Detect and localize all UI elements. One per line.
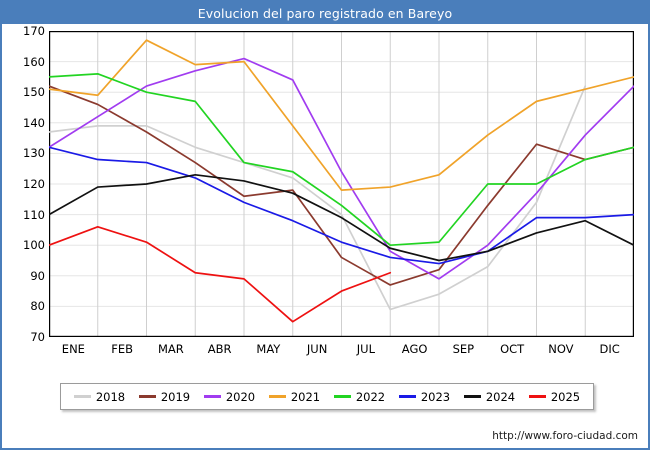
y-axis-tick-label: 140 xyxy=(23,115,45,130)
legend-swatch-icon xyxy=(398,395,416,398)
legend-label: 2023 xyxy=(420,389,451,404)
x-axis-tick-label: AGO xyxy=(401,342,428,356)
legend-item-2022[interactable]: 2022 xyxy=(333,389,386,404)
legend-label: 2020 xyxy=(225,389,256,404)
plot-frame xyxy=(49,31,634,337)
series-line-2024 xyxy=(49,173,634,262)
legend-swatch-icon xyxy=(528,395,546,398)
legend-swatch-icon xyxy=(73,395,91,398)
x-axis-tick-label: DIC xyxy=(599,342,620,356)
y-axis-tick-labels: 70 80 90 100 110 120 130 140 150 160 170 xyxy=(2,2,45,452)
legend-swatch-icon xyxy=(203,395,221,398)
x-axis-tick-label: ABR xyxy=(207,342,232,356)
x-axis-tick-labels: ENE FEB MAR ABR MAY JUN JUL AGO SEP OCT NOV DIC xyxy=(49,342,634,358)
series-lines xyxy=(49,39,634,323)
legend-label: 2019 xyxy=(160,389,191,404)
legend-swatch-icon xyxy=(333,395,351,398)
y-axis-tick-label: 90 xyxy=(30,268,45,283)
y-axis-tick-label: 150 xyxy=(23,85,45,100)
x-axis-tick-label: OCT xyxy=(500,342,525,356)
legend-item-2019[interactable]: 2019 xyxy=(138,389,191,404)
x-axis-tick-label: SEP xyxy=(452,342,475,356)
plot-svg xyxy=(49,31,634,337)
series-line-2020 xyxy=(49,57,634,280)
legend-item-2018[interactable]: 2018 xyxy=(73,389,126,404)
x-axis-tick-label: MAY xyxy=(256,342,281,356)
legend-label: 2018 xyxy=(95,389,126,404)
y-axis-tick-label: 100 xyxy=(23,238,45,253)
legend-swatch-icon xyxy=(138,395,156,398)
legend-label: 2021 xyxy=(290,389,321,404)
y-axis-tick-label: 170 xyxy=(23,24,45,38)
chart-title-bar: Evolucion del paro registrado en Bareyo xyxy=(2,2,648,24)
y-axis-tick-label: 160 xyxy=(23,54,45,69)
y-axis-tick-label: 130 xyxy=(23,146,45,161)
legend-label: 2022 xyxy=(355,389,386,404)
x-axis-tick-label: ENE xyxy=(61,342,85,356)
y-axis-tick-label: 80 xyxy=(30,299,45,314)
series-line-2018 xyxy=(49,85,587,311)
source-url: http://www.foro-ciudad.com xyxy=(492,430,638,442)
plot-area xyxy=(49,31,634,337)
legend-item-2025[interactable]: 2025 xyxy=(528,389,581,404)
legend-label: 2025 xyxy=(550,389,581,404)
series-line-2022 xyxy=(49,72,634,247)
legend-item-2024[interactable]: 2024 xyxy=(463,389,516,404)
series-line-2019 xyxy=(49,85,634,286)
page-title: Evolucion del paro registrado en Bareyo xyxy=(197,5,453,21)
x-axis-tick-label: JUL xyxy=(356,342,375,356)
x-axis-tick-label: FEB xyxy=(111,342,134,356)
x-axis-tick-label: JUN xyxy=(306,342,328,356)
legend-item-2021[interactable]: 2021 xyxy=(268,389,321,404)
y-axis-tick-label: 120 xyxy=(23,177,45,191)
series-line-2025 xyxy=(49,225,392,323)
series-line-2023 xyxy=(49,146,634,265)
legend-swatch-icon xyxy=(463,395,481,398)
series-line-2021 xyxy=(49,39,634,191)
legend-item-2023[interactable]: 2023 xyxy=(398,389,451,404)
y-axis-tick-label: 110 xyxy=(23,207,45,222)
chart-legend: 2018 2019 2020 2021 2022 2023 2024 2025 xyxy=(60,383,594,410)
legend-label: 2024 xyxy=(485,389,516,404)
legend-swatch-icon xyxy=(268,395,286,398)
x-axis-tick-label: MAR xyxy=(157,342,184,356)
x-axis-tick-label: NOV xyxy=(548,342,574,356)
legend-item-2020[interactable]: 2020 xyxy=(203,389,256,404)
y-axis-tick-label: 70 xyxy=(30,330,45,344)
